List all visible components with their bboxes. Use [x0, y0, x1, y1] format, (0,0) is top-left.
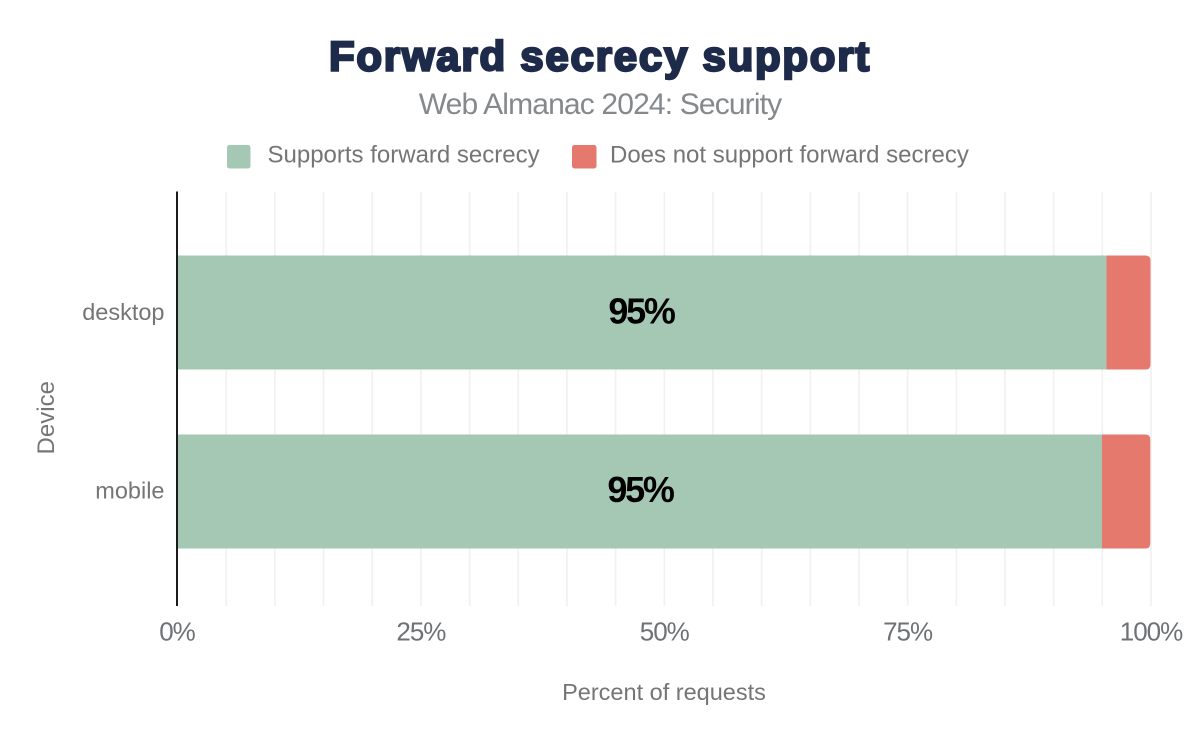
svg-text:75%: 75%: [883, 617, 933, 647]
svg-text:Forward secrecy support: Forward secrecy support: [329, 33, 871, 80]
svg-text:25%: 25%: [396, 617, 446, 647]
svg-text:Web Almanac 2024: Security: Web Almanac 2024: Security: [419, 88, 782, 121]
svg-text:0%: 0%: [159, 617, 195, 647]
svg-text:desktop: desktop: [82, 299, 164, 325]
svg-text:50%: 50%: [640, 617, 690, 647]
svg-text:Device: Device: [33, 381, 60, 454]
svg-text:Supports forward secrecy: Supports forward secrecy: [268, 142, 540, 169]
svg-text:mobile: mobile: [95, 478, 164, 504]
svg-text:Percent of requests: Percent of requests: [562, 679, 766, 705]
svg-text:100%: 100%: [1120, 617, 1183, 647]
svg-text:Does not support forward secre: Does not support forward secrecy: [610, 142, 969, 169]
svg-text:95%: 95%: [608, 291, 675, 332]
svg-text:95%: 95%: [607, 469, 674, 510]
